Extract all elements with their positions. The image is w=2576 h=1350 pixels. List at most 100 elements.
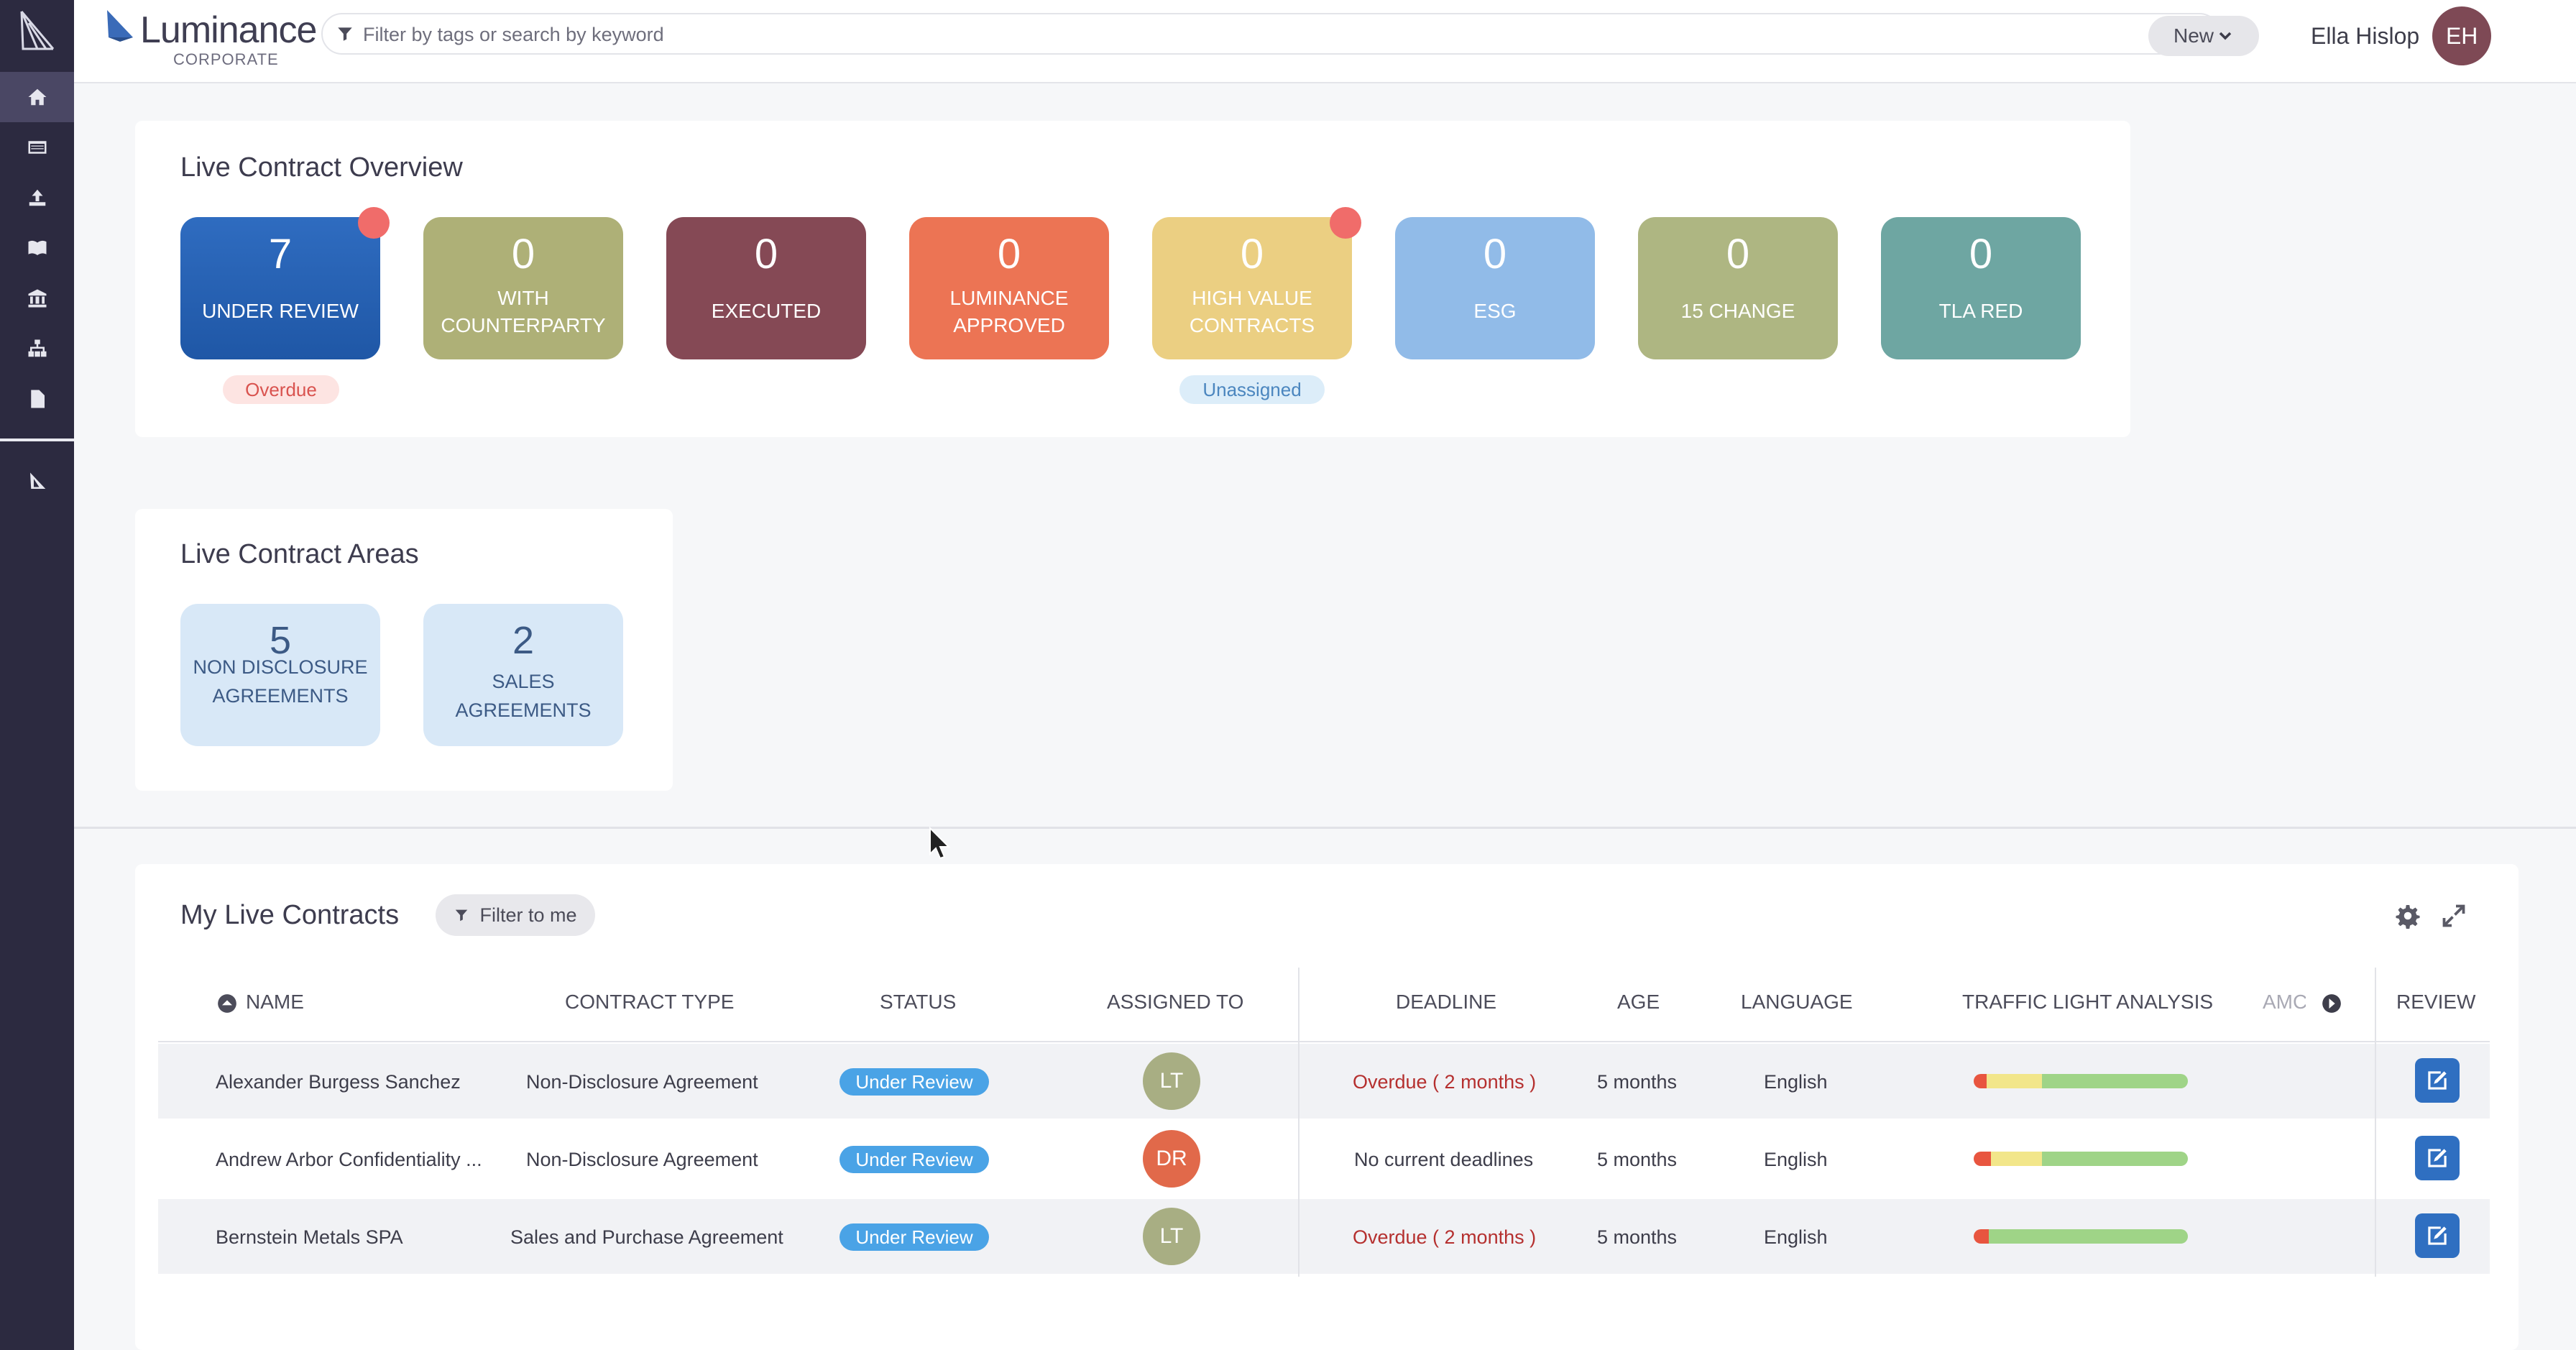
user-menu[interactable]: Ella Hislop EH	[2311, 6, 2492, 65]
assignee-avatar[interactable]: LT	[1143, 1052, 1200, 1110]
table-row[interactable]: Andrew Arbor Confidentiality ... Non-Dis…	[158, 1121, 2490, 1196]
section-divider	[74, 827, 2576, 829]
sort-icon[interactable]	[217, 993, 237, 1014]
tile-high-value-contracts[interactable]: 0 HIGH VALUE CONTRACTS	[1152, 217, 1352, 359]
area-value: 2	[512, 619, 535, 662]
tile-value: 7	[268, 231, 293, 277]
sidebar-item-home[interactable]	[0, 72, 74, 122]
user-avatar[interactable]: EH	[2432, 6, 2492, 65]
notification-dot	[358, 207, 390, 239]
column-divider	[2375, 968, 2376, 1277]
tile-esg[interactable]: 0 ESG	[1395, 217, 1595, 359]
notification-dot	[1330, 207, 1361, 239]
cell-language: English	[1764, 1071, 1828, 1093]
library-icon	[28, 240, 46, 255]
unassigned-tag[interactable]: Unassigned	[1179, 375, 1325, 404]
table-row[interactable]: Bernstein Metals SPA Sales and Purchase …	[158, 1199, 2490, 1274]
user-name: Ella Hislop	[2311, 22, 2420, 49]
edit-document-icon	[2428, 1149, 2447, 1167]
status-badge: Under Review	[840, 1068, 989, 1096]
table-row[interactable]: Alexander Burgess Sanchez Non-Disclosure…	[158, 1044, 2490, 1119]
luminance-logo-icon	[29, 472, 45, 489]
column-header-review: REVIEW	[2396, 991, 2476, 1013]
status-badge: Under Review	[840, 1146, 989, 1173]
tla-green-segment	[2042, 1074, 2188, 1088]
sidebar-item-bank[interactable]	[0, 273, 74, 323]
column-header-language[interactable]: LANGUAGE	[1741, 991, 1853, 1013]
column-header-deadline[interactable]: DEADLINE	[1396, 991, 1497, 1013]
area-non-disclosure[interactable]: 5 NON DISCLOSURE AGREEMENTS	[180, 604, 380, 746]
areas-title: Live Contract Areas	[180, 539, 419, 569]
column-header-age[interactable]: AGE	[1617, 991, 1660, 1013]
new-button[interactable]: New	[2148, 16, 2259, 56]
traffic-light-bar	[1974, 1152, 2188, 1166]
tile-under-review[interactable]: 7 UNDER REVIEW	[180, 217, 380, 359]
column-header-status[interactable]: STATUS	[880, 991, 957, 1013]
cell-contract-type: Non-Disclosure Agreement	[526, 1071, 758, 1093]
column-header-amc[interactable]: AMC	[2263, 991, 2306, 1013]
overdue-tag[interactable]: Overdue	[223, 375, 339, 404]
bank-icon	[28, 289, 46, 308]
cell-language: English	[1764, 1149, 1828, 1170]
search-bar[interactable]	[321, 13, 2220, 55]
area-sales-agreements[interactable]: 2 SALES AGREEMENTS	[423, 604, 623, 746]
tile-label: WITH COUNTERPARTY	[441, 287, 606, 336]
brand-name: Luminance	[140, 9, 317, 51]
filter-to-me-button[interactable]: Filter to me	[436, 894, 595, 936]
traffic-light-bar	[1974, 1229, 2188, 1244]
column-header-assigned-to[interactable]: ASSIGNED TO	[1107, 991, 1244, 1013]
review-button[interactable]	[2415, 1058, 2460, 1103]
overview-title: Live Contract Overview	[180, 152, 463, 183]
sidebar-item-library[interactable]	[0, 223, 74, 273]
tile-with-counterparty[interactable]: 0 WITH COUNTERPARTY	[423, 217, 623, 359]
tile-value: 0	[997, 231, 1021, 277]
brand-logo[interactable]: Luminance CORPORATE	[104, 7, 320, 68]
assignee-avatar[interactable]: LT	[1143, 1208, 1200, 1265]
column-header-traffic-light-analysis[interactable]: TRAFFIC LIGHT ANALYSIS	[1962, 991, 2214, 1013]
tile-label: 15 CHANGE	[1680, 300, 1795, 322]
assignee-avatar[interactable]: DR	[1143, 1130, 1200, 1188]
cell-name[interactable]: Bernstein Metals SPA	[216, 1226, 403, 1248]
tile-luminance-approved[interactable]: 0 LUMINANCE APPROVED	[909, 217, 1109, 359]
sidebar-item-upload[interactable]	[0, 173, 74, 223]
review-button[interactable]	[2415, 1136, 2460, 1180]
filter-icon	[338, 27, 352, 41]
sidebar-item-documents[interactable]	[0, 374, 74, 424]
cell-age: 5 months	[1597, 1071, 1678, 1093]
expand-icon[interactable]	[2441, 903, 2467, 929]
tla-red-segment	[1974, 1229, 1989, 1244]
tile-tla-red[interactable]: 0 TLA RED	[1881, 217, 2081, 359]
edit-document-icon	[2428, 1071, 2447, 1090]
sidebar-item-luminance[interactable]	[0, 456, 74, 507]
review-button[interactable]	[2415, 1213, 2460, 1258]
chevron-down-icon	[2219, 32, 2232, 40]
tla-yellow-segment	[1986, 1074, 2043, 1088]
tile-label: ESG	[1473, 300, 1517, 322]
filter-icon	[456, 909, 468, 922]
hierarchy-icon	[28, 339, 46, 357]
tile-label: HIGH VALUE CONTRACTS	[1189, 287, 1315, 336]
filter-to-me-label: Filter to me	[479, 904, 577, 926]
upload-icon	[29, 189, 45, 206]
top-header: Luminance CORPORATE New Ella Hislop EH	[74, 0, 2576, 83]
tile-value: 0	[754, 231, 778, 277]
search-input[interactable]	[363, 19, 2203, 50]
column-header-contract-type[interactable]: CONTRACT TYPE	[565, 991, 735, 1013]
cell-language: English	[1764, 1226, 1828, 1248]
new-button-label: New	[2173, 24, 2214, 47]
sidebar-item-hierarchy[interactable]	[0, 323, 74, 374]
column-header-name[interactable]: NAME	[246, 991, 304, 1013]
cell-name[interactable]: Alexander Burgess Sanchez	[216, 1071, 461, 1093]
tile-15-change[interactable]: 0 15 CHANGE	[1638, 217, 1838, 359]
scroll-columns-icon[interactable]	[2322, 993, 2342, 1014]
tile-value: 0	[1483, 231, 1507, 277]
tile-label: UNDER REVIEW	[202, 300, 359, 322]
luminance-logo-icon[interactable]	[17, 9, 58, 53]
brand-subtitle: CORPORATE	[173, 50, 279, 68]
luminance-logo-icon	[107, 10, 133, 42]
cell-name[interactable]: Andrew Arbor Confidentiality ...	[216, 1149, 482, 1170]
traffic-light-bar	[1974, 1074, 2188, 1088]
tile-executed[interactable]: 0 EXECUTED	[666, 217, 866, 359]
gear-icon[interactable]	[2395, 903, 2421, 929]
sidebar-item-dashboard[interactable]	[0, 122, 74, 173]
